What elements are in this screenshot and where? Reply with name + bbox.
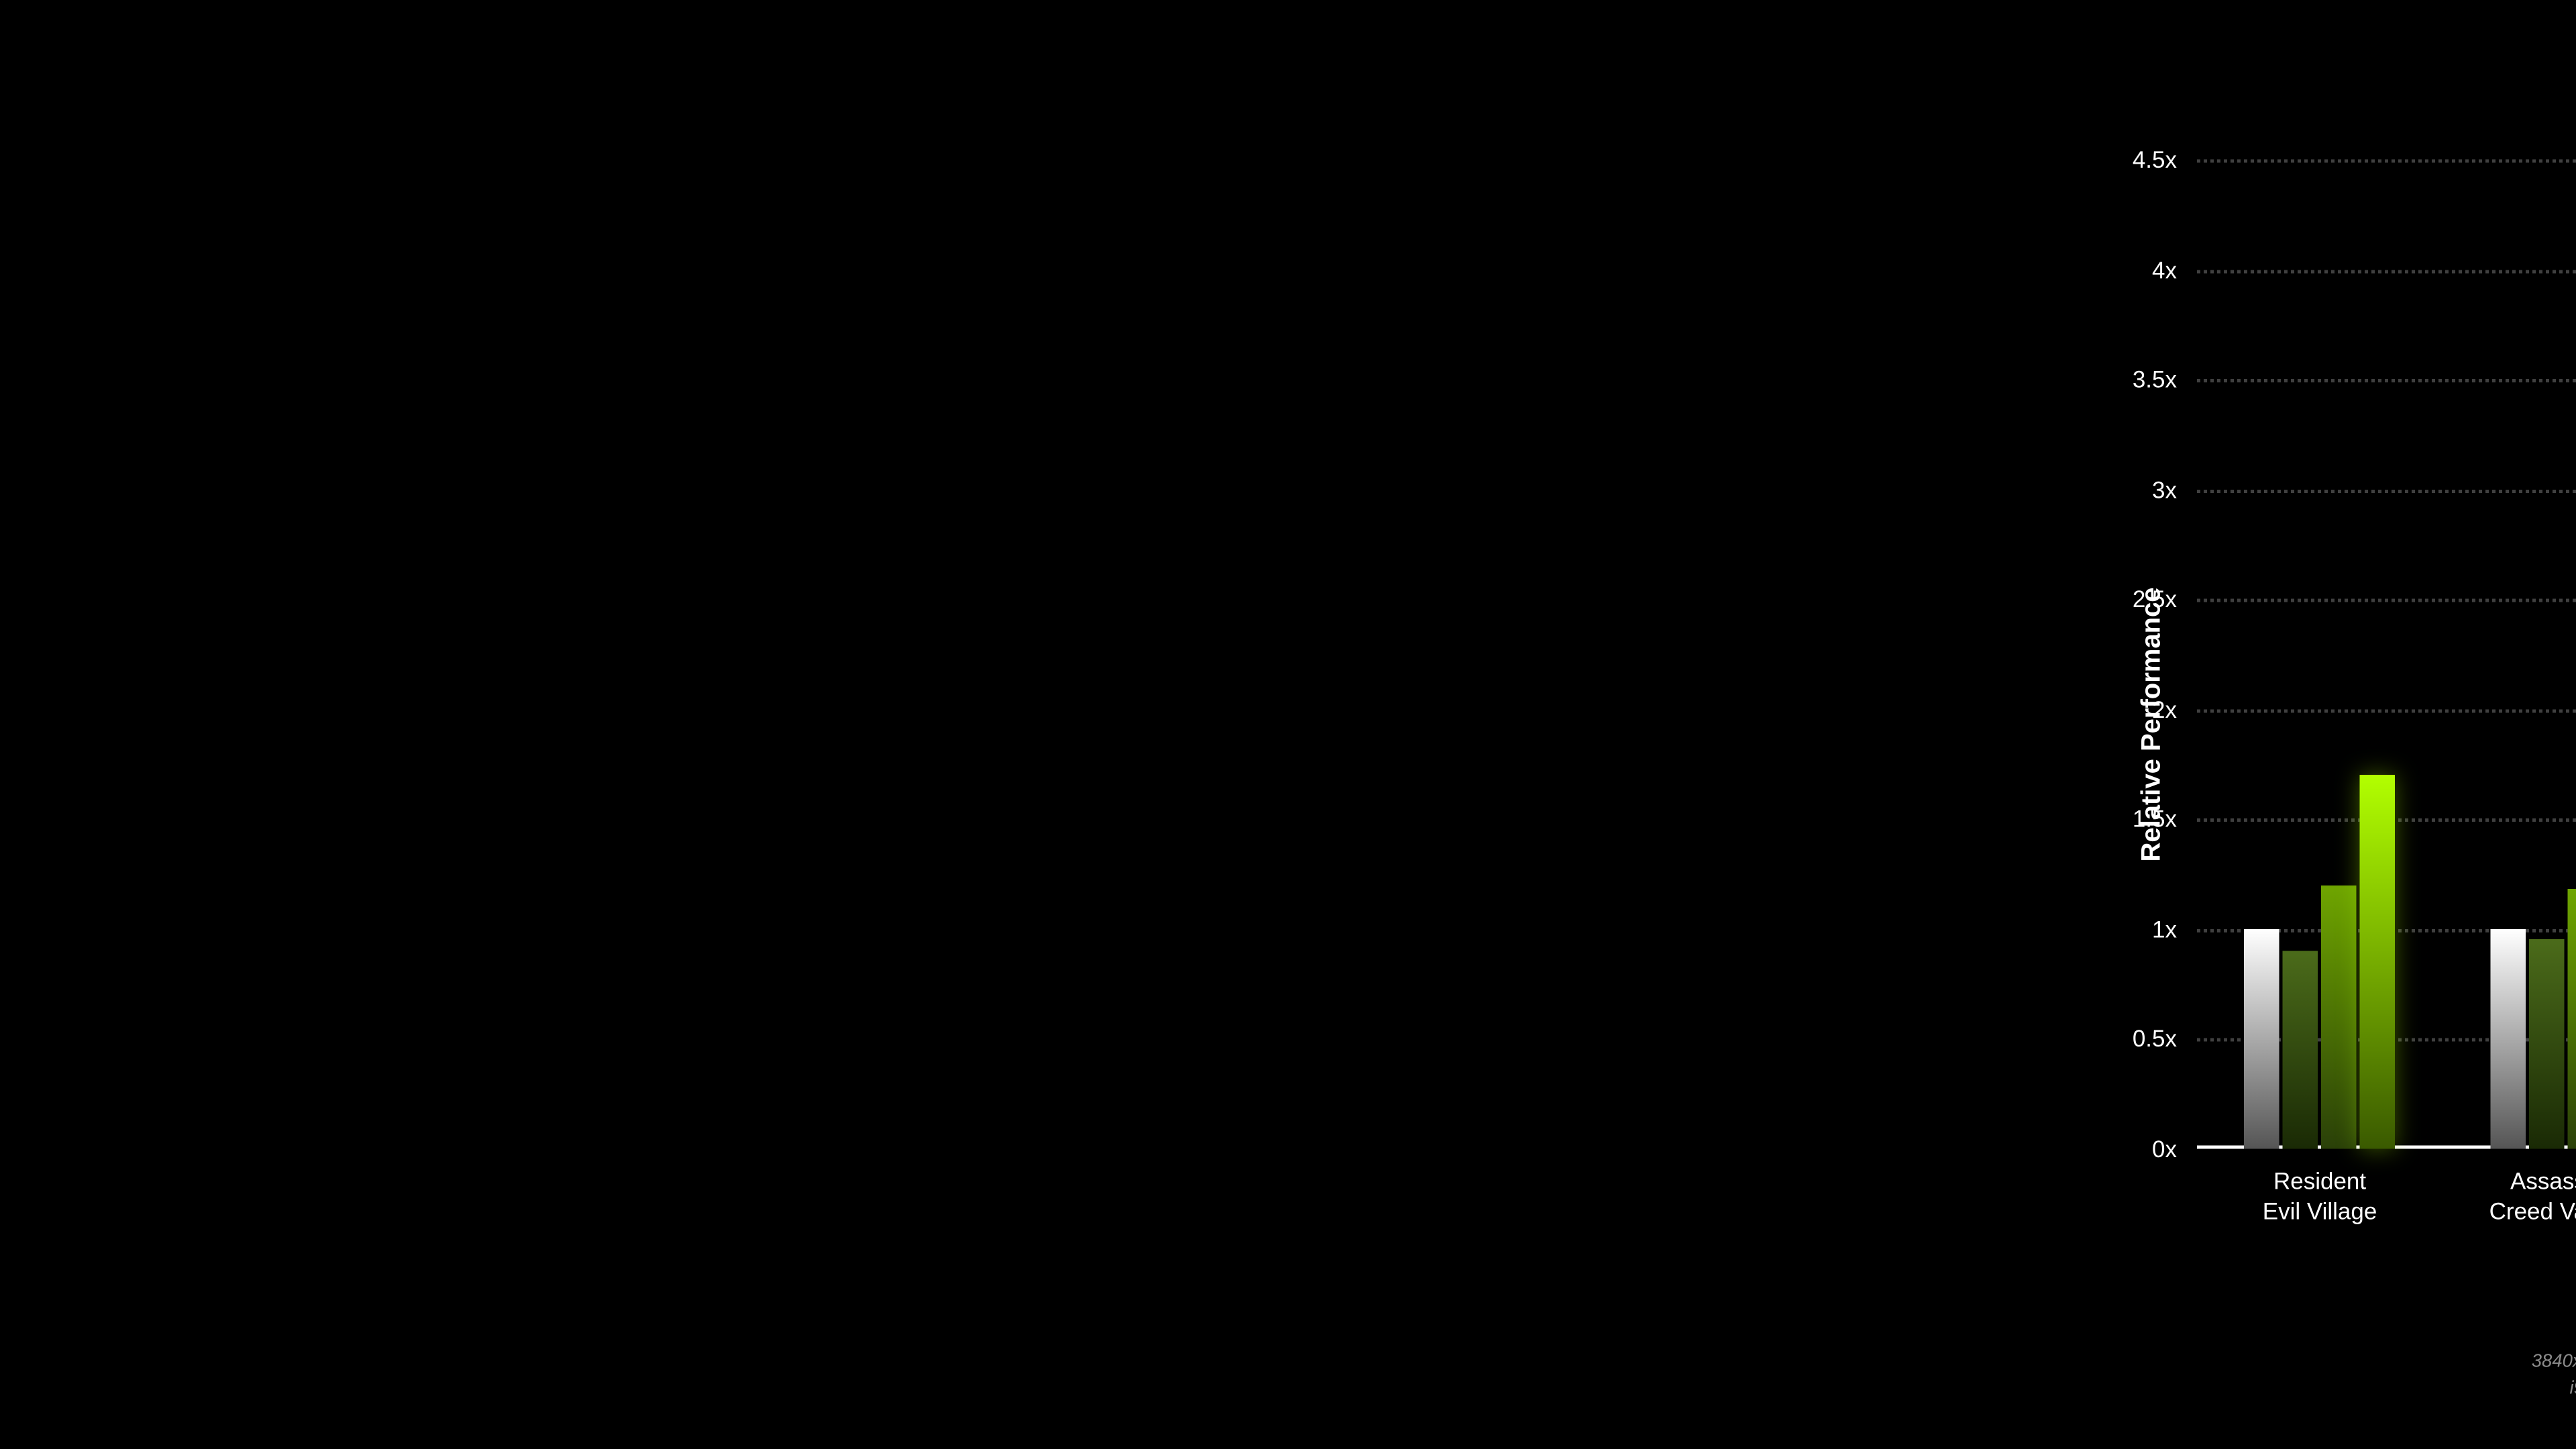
y-tick-label: 4x: [2152, 256, 2197, 282]
bar-group: Assassin'sCreed Valhalla: [2485, 823, 2576, 1148]
y-tick-label: 2x: [2152, 696, 2197, 722]
y-tick-label: 0.5x: [2133, 1026, 2197, 1053]
category-label: ResidentEvil Village: [2263, 1166, 2377, 1227]
bar-rtx4080_12: [2283, 951, 2318, 1149]
chart-stage: Up to 4x Performance Relative Performanc…: [1932, 0, 2576, 1449]
y-tick-label: 3x: [2152, 476, 2197, 502]
bar-rtx4080_12: [2528, 940, 2564, 1148]
bar-rtx3090ti: [2245, 929, 2280, 1149]
bar-rtx4080_16: [2322, 885, 2357, 1148]
gridline: [2197, 379, 2576, 382]
footnote: 3840x2160 resolution, highest game setti…: [1932, 1350, 2576, 1402]
plot-area: 0x0.5x1x1.5x2x2.5x3x3.5x4x4.5xToday's Ga…: [2197, 160, 2576, 1149]
y-tick-label: 0x: [2152, 1136, 2197, 1163]
gridline: [2197, 599, 2576, 602]
bar-rtx4080_16: [2567, 890, 2576, 1149]
bar-rtx3090ti: [2490, 929, 2526, 1149]
bar-group: ResidentEvil Village: [2240, 775, 2400, 1148]
chart-title: Up to 4x Performance: [1932, 76, 2576, 129]
bar-rtx4090: [2360, 775, 2396, 1148]
gridline: [2197, 269, 2576, 272]
gridline: [2197, 489, 2576, 492]
y-tick-label: 1.5x: [2133, 806, 2197, 833]
y-tick-label: 4.5x: [2133, 146, 2197, 173]
y-tick-label: 1x: [2152, 916, 2197, 943]
y-tick-label: 3.5x: [2133, 366, 2197, 392]
category-label: Assassin'sCreed Valhalla: [2489, 1166, 2576, 1227]
legend: RTX 3090 TiRTX 4080 (12GB)RTX 4080 (16GB…: [1932, 1293, 2576, 1324]
y-tick-label: 2.5x: [2133, 586, 2197, 612]
gridline: [2197, 160, 2576, 163]
gridline: [2197, 709, 2576, 712]
